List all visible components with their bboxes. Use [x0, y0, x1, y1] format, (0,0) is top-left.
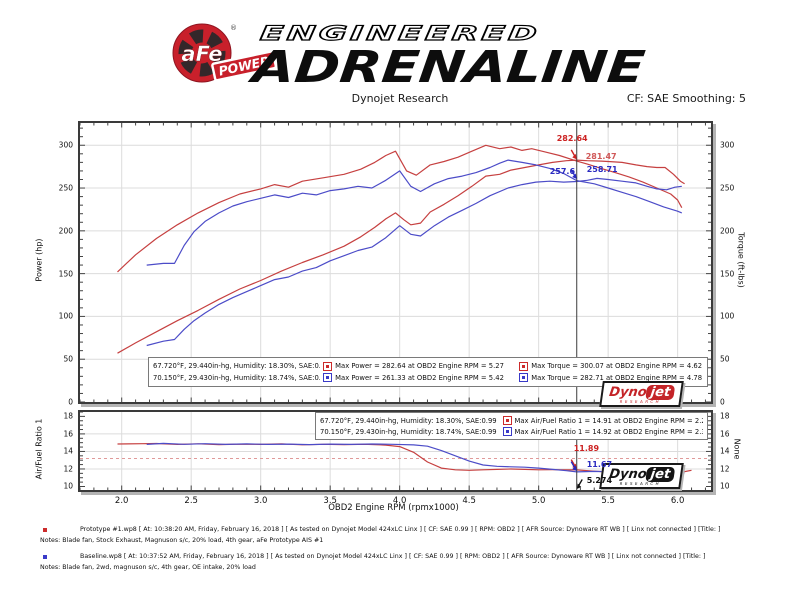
- x-axis-title: OBD2 Engine RPM (rpmx1000): [328, 503, 459, 513]
- registered-mark: ®: [230, 24, 237, 32]
- dynojet-logo-jet: jet: [645, 467, 676, 482]
- dynojet-logo-black: Dyno jet RESEARCH: [599, 463, 684, 489]
- generated-label: 200: [58, 226, 73, 236]
- env-conditions: 67.720°F, 29.440in-hg, Humidity: 18.30%,…: [153, 362, 321, 371]
- brand-line2: ADRENALINE: [246, 42, 647, 90]
- generated-label: 16: [720, 429, 730, 439]
- dynojet-logo-red: Dyno jet RESEARCH: [599, 381, 684, 407]
- generated-label: 150: [58, 269, 73, 279]
- generated-label: 10: [720, 481, 730, 491]
- legend-row-prototype: 67.720°F, 29.440in-hg, Humidity: 18.30%,…: [320, 416, 703, 425]
- generated-label: 14: [720, 446, 730, 456]
- run-file-line: Baseline.wp8 [ At: 10:37:52 AM, Friday, …: [80, 553, 706, 560]
- generated-label: 150: [720, 269, 735, 279]
- generated-label: 50: [720, 354, 730, 364]
- generated-label: 10: [63, 481, 73, 491]
- blue-run-marker-icon: [43, 555, 47, 559]
- max-torque-stat: Max Torque = 300.07 at OBD2 Engine RPM =…: [531, 362, 703, 371]
- afe-power-logo: aFe ® POWER ENGINEERED ADRENALINE: [172, 20, 647, 90]
- red-series-marker-icon: [519, 361, 529, 371]
- generated-label: 0: [68, 397, 73, 407]
- env-conditions: 67.720°F, 29.440in-hg, Humidity: 18.30%,…: [320, 416, 497, 425]
- run-notes: Notes: Blade fan, Stock Exhaust, Magnuso…: [40, 537, 324, 544]
- generated-label: 300: [720, 140, 735, 150]
- afe-circle-emblem: aFe ® POWER: [172, 23, 278, 83]
- max-power-stat: Max Power = 261.33 at OBD2 Engine RPM = …: [335, 373, 504, 382]
- app-title: Dynojet Research: [351, 92, 449, 105]
- legend-row-baseline: 70.150°F, 29.430in-hg, Humidity: 18.74%,…: [153, 373, 703, 383]
- red-series-marker-icon: [323, 361, 333, 371]
- aperture-blades-icon: [178, 29, 226, 77]
- red-series-marker-icon: [502, 416, 512, 425]
- smoothing-setting: CF: SAE Smoothing: 5: [626, 92, 746, 105]
- afr-chart-legend: 67.720°F, 29.440in-hg, Humidity: 18.30%,…: [315, 412, 708, 440]
- generated-label: 0: [720, 397, 725, 407]
- generated-label: 100: [720, 311, 735, 321]
- generated-label: 12: [63, 464, 73, 474]
- generated-label: 18: [63, 411, 73, 421]
- blue-series-marker-icon: [502, 427, 512, 436]
- max-power-stat: Max Power = 282.64 at OBD2 Engine RPM = …: [335, 362, 504, 371]
- blue-series-marker-icon: [519, 373, 529, 383]
- legend-row-baseline: 70.150°F, 29.430in-hg, Humidity: 18.74%,…: [320, 427, 703, 436]
- afr-right-axis-title: None: [732, 438, 742, 460]
- max-afr-stat: Max Air/Fuel Ratio 1 = 14.91 at OBD2 Eng…: [514, 416, 703, 425]
- blue-series-marker-icon: [323, 373, 333, 383]
- generated-label: 12: [720, 464, 730, 474]
- dynojet-logo-text: Dyno: [608, 467, 648, 482]
- power-torque-chart[interactable]: [78, 121, 713, 404]
- red-run-marker-icon: [43, 528, 47, 532]
- legend-row-prototype: 67.720°F, 29.440in-hg, Humidity: 18.30%,…: [153, 361, 703, 371]
- main-left-axis-title: Power (hp): [34, 238, 44, 282]
- run-entry-baseline: Baseline.wp8 [ At: 10:37:52 AM, Friday, …: [40, 553, 770, 571]
- max-afr-stat: Max Air/Fuel Ratio 1 = 14.92 at OBD2 Eng…: [514, 427, 703, 436]
- brand-line1: ENGINEERED: [259, 21, 542, 45]
- dynojet-logo-text: Dyno: [608, 385, 648, 400]
- dynojet-logo-sub: RESEARCH: [619, 481, 662, 486]
- generated-label: 100: [58, 311, 73, 321]
- generated-label: 18: [720, 411, 730, 421]
- generated-label: 200: [720, 226, 735, 236]
- generated-label: 250: [58, 183, 73, 193]
- main-right-axis-title: Torque (ft-lbs): [736, 232, 746, 288]
- generated-label: 16: [63, 429, 73, 439]
- main-chart-legend: 67.720°F, 29.440in-hg, Humidity: 18.30%,…: [148, 357, 708, 387]
- brand-wordmark: ENGINEERED ADRENALINE: [246, 20, 647, 90]
- env-conditions: 70.150°F, 29.430in-hg, Humidity: 18.74%,…: [320, 427, 497, 436]
- generated-label: 14: [63, 446, 73, 456]
- generated-label: 250: [720, 183, 735, 193]
- dynojet-logo-jet: jet: [645, 385, 676, 400]
- afr-left-axis-title: Air/Fuel Ratio 1: [34, 418, 44, 480]
- run-notes: Notes: Blade fan, 2wd, magnuson s/c, 4th…: [40, 564, 256, 571]
- generated-label: 300: [58, 140, 73, 150]
- max-torque-stat: Max Torque = 282.71 at OBD2 Engine RPM =…: [531, 373, 703, 382]
- dynojet-logo-sub: RESEARCH: [619, 399, 662, 404]
- generated-label: 50: [63, 354, 73, 364]
- run-file-line: Prototype #1.wp8 [ At: 10:38:20 AM, Frid…: [80, 526, 721, 533]
- env-conditions: 70.150°F, 29.430in-hg, Humidity: 18.74%,…: [153, 373, 321, 382]
- run-entry-prototype: Prototype #1.wp8 [ At: 10:38:20 AM, Frid…: [40, 526, 770, 544]
